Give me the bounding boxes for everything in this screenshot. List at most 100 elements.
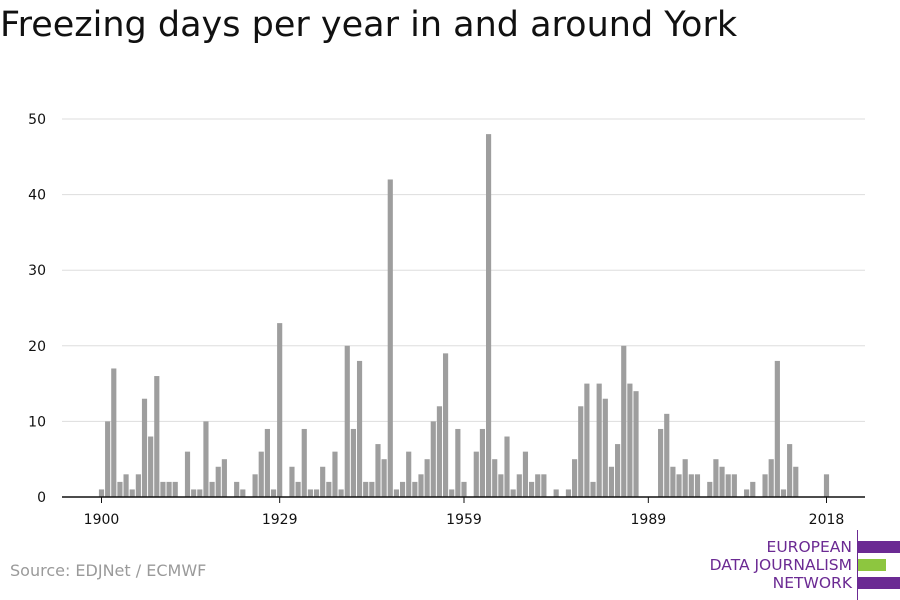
bar-1909 xyxy=(154,376,160,497)
bar-1937 xyxy=(326,481,332,497)
bar-2006 xyxy=(750,481,756,497)
bar-1980 xyxy=(590,481,596,497)
y-tick-label: 10 xyxy=(28,414,46,430)
bar-1971 xyxy=(535,474,541,497)
bars xyxy=(98,134,830,498)
bar-1969 xyxy=(522,451,529,497)
bar-2011 xyxy=(780,489,787,497)
edjnet-logo: EUROPEAN DATA JOURNALISM NETWORK xyxy=(680,528,900,600)
bar-1999 xyxy=(707,481,713,497)
bar-1923 xyxy=(240,489,246,497)
bar-2002 xyxy=(725,474,731,497)
bar-1954 xyxy=(430,421,436,497)
bar-1958 xyxy=(455,428,461,497)
bar-2009 xyxy=(768,459,774,497)
logo-bar-top xyxy=(858,541,900,553)
bar-1966 xyxy=(504,436,510,497)
x-tick-label: 2018 xyxy=(809,512,845,528)
bar-1968 xyxy=(516,474,522,497)
bar-1976 xyxy=(565,489,572,497)
bar-1933 xyxy=(301,428,307,497)
bar-1977 xyxy=(572,459,578,497)
bar-1987 xyxy=(633,391,639,497)
bar-2013 xyxy=(793,466,799,497)
bar-1984 xyxy=(615,444,621,497)
bar-1941 xyxy=(350,428,356,497)
bar-1953 xyxy=(424,459,430,497)
logo-divider xyxy=(857,530,858,600)
bar-1900 xyxy=(98,489,105,497)
bar-1902 xyxy=(111,368,117,497)
x-tick-label: 1929 xyxy=(262,512,298,528)
bar-1942 xyxy=(356,360,363,497)
axes: 0 10 20 30 40 50 1900 1929 1959 1989 2018 xyxy=(28,112,865,528)
bar-1979 xyxy=(584,383,590,497)
y-tick-label: 20 xyxy=(28,339,46,355)
bar-2018 xyxy=(823,474,830,497)
bar-1964 xyxy=(492,459,498,497)
bar-1927 xyxy=(264,428,270,497)
y-tick-label: 50 xyxy=(28,112,46,128)
bar-1936 xyxy=(320,466,326,497)
bar-1943 xyxy=(363,481,369,497)
bar-1961 xyxy=(473,451,479,497)
x-tick-label: 1959 xyxy=(446,512,482,528)
bar-1992 xyxy=(664,413,670,497)
x-tick-label: 1900 xyxy=(84,512,120,528)
logo-bar-bottom xyxy=(858,577,900,589)
bar-1957 xyxy=(449,489,455,497)
bar-1959 xyxy=(461,481,467,497)
bar-1915 xyxy=(191,489,197,497)
bar-1938 xyxy=(332,451,338,497)
bar-1903 xyxy=(117,481,123,497)
bar-1928 xyxy=(270,489,277,497)
bar-1911 xyxy=(166,481,172,497)
bar-1907 xyxy=(141,398,148,497)
bar-1934 xyxy=(307,489,313,497)
bar-1935 xyxy=(313,489,320,497)
bar-1901 xyxy=(105,421,111,497)
bar-1952 xyxy=(418,474,424,497)
bar-1955 xyxy=(436,406,443,497)
bar-1905 xyxy=(129,489,135,497)
y-tick-label: 0 xyxy=(37,490,46,506)
bar-2010 xyxy=(774,360,780,497)
bar-2000 xyxy=(713,459,719,497)
logo-line-3: NETWORK xyxy=(772,574,852,592)
logo-line-2: DATA JOURNALISM xyxy=(709,556,852,574)
bar-1945 xyxy=(375,444,381,497)
bar-1904 xyxy=(123,474,129,497)
bar-1929 xyxy=(277,323,283,497)
bar-1997 xyxy=(694,474,701,497)
bar-1974 xyxy=(553,489,559,497)
bar-1917 xyxy=(203,421,209,497)
bar-1956 xyxy=(442,353,449,497)
bar-1925 xyxy=(252,474,258,497)
bar-1926 xyxy=(258,451,264,497)
bar-1908 xyxy=(148,436,154,497)
bar-2008 xyxy=(762,474,768,497)
bar-1931 xyxy=(289,466,295,497)
bar-1991 xyxy=(658,428,664,497)
gridlines xyxy=(62,118,865,422)
logo-bar-middle xyxy=(858,559,886,571)
bar-1906 xyxy=(135,474,141,497)
bar-1963 xyxy=(485,134,492,497)
bar-2005 xyxy=(744,489,750,497)
bar-1994 xyxy=(676,474,682,497)
bar-1996 xyxy=(688,474,694,497)
bar-1972 xyxy=(541,474,547,497)
bar-2003 xyxy=(731,474,737,497)
bar-1939 xyxy=(338,489,344,497)
bar-1995 xyxy=(682,459,688,497)
bar-1970 xyxy=(529,481,535,497)
bar-1914 xyxy=(184,451,191,497)
bar-1932 xyxy=(295,481,301,497)
bar-1962 xyxy=(479,428,486,497)
bar-1946 xyxy=(381,459,387,497)
bar-1944 xyxy=(369,481,375,497)
bar-2012 xyxy=(787,444,793,497)
bar-1919 xyxy=(215,466,221,497)
bar-1920 xyxy=(221,459,227,497)
